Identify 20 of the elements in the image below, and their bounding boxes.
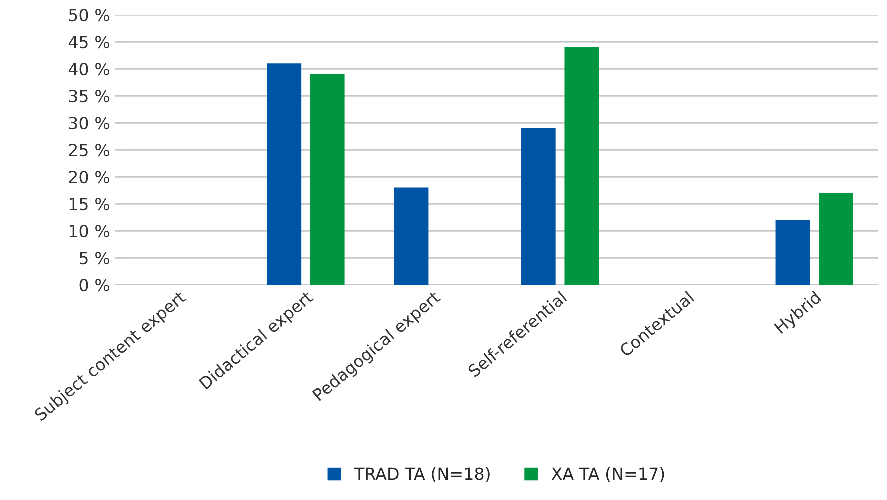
legend-label: TRAD TA (N=18): [354, 467, 490, 482]
bar: [564, 47, 600, 285]
y-tick-label: 30 %: [69, 116, 110, 130]
y-tick-label: 40 %: [68, 62, 110, 76]
bar: [267, 64, 302, 285]
y-tick-label: 0 %: [80, 278, 110, 292]
y-tick-label: 20 %: [69, 170, 110, 184]
y-tick-label: 45 %: [68, 36, 110, 49]
bar: [522, 128, 556, 285]
y-tick-label: 5 %: [80, 252, 110, 265]
bar: [310, 74, 345, 285]
y-tick-label: 25 %: [69, 144, 110, 157]
legend-label: XA TA (N=17): [552, 467, 664, 482]
bar: [819, 193, 854, 285]
y-tick-label: 10 %: [70, 224, 110, 238]
bar: [776, 220, 810, 285]
bar: [394, 188, 429, 285]
y-tick-label: 50 %: [69, 8, 110, 22]
y-tick-label: 15 %: [70, 198, 110, 211]
y-tick-label: 35 %: [69, 90, 110, 103]
